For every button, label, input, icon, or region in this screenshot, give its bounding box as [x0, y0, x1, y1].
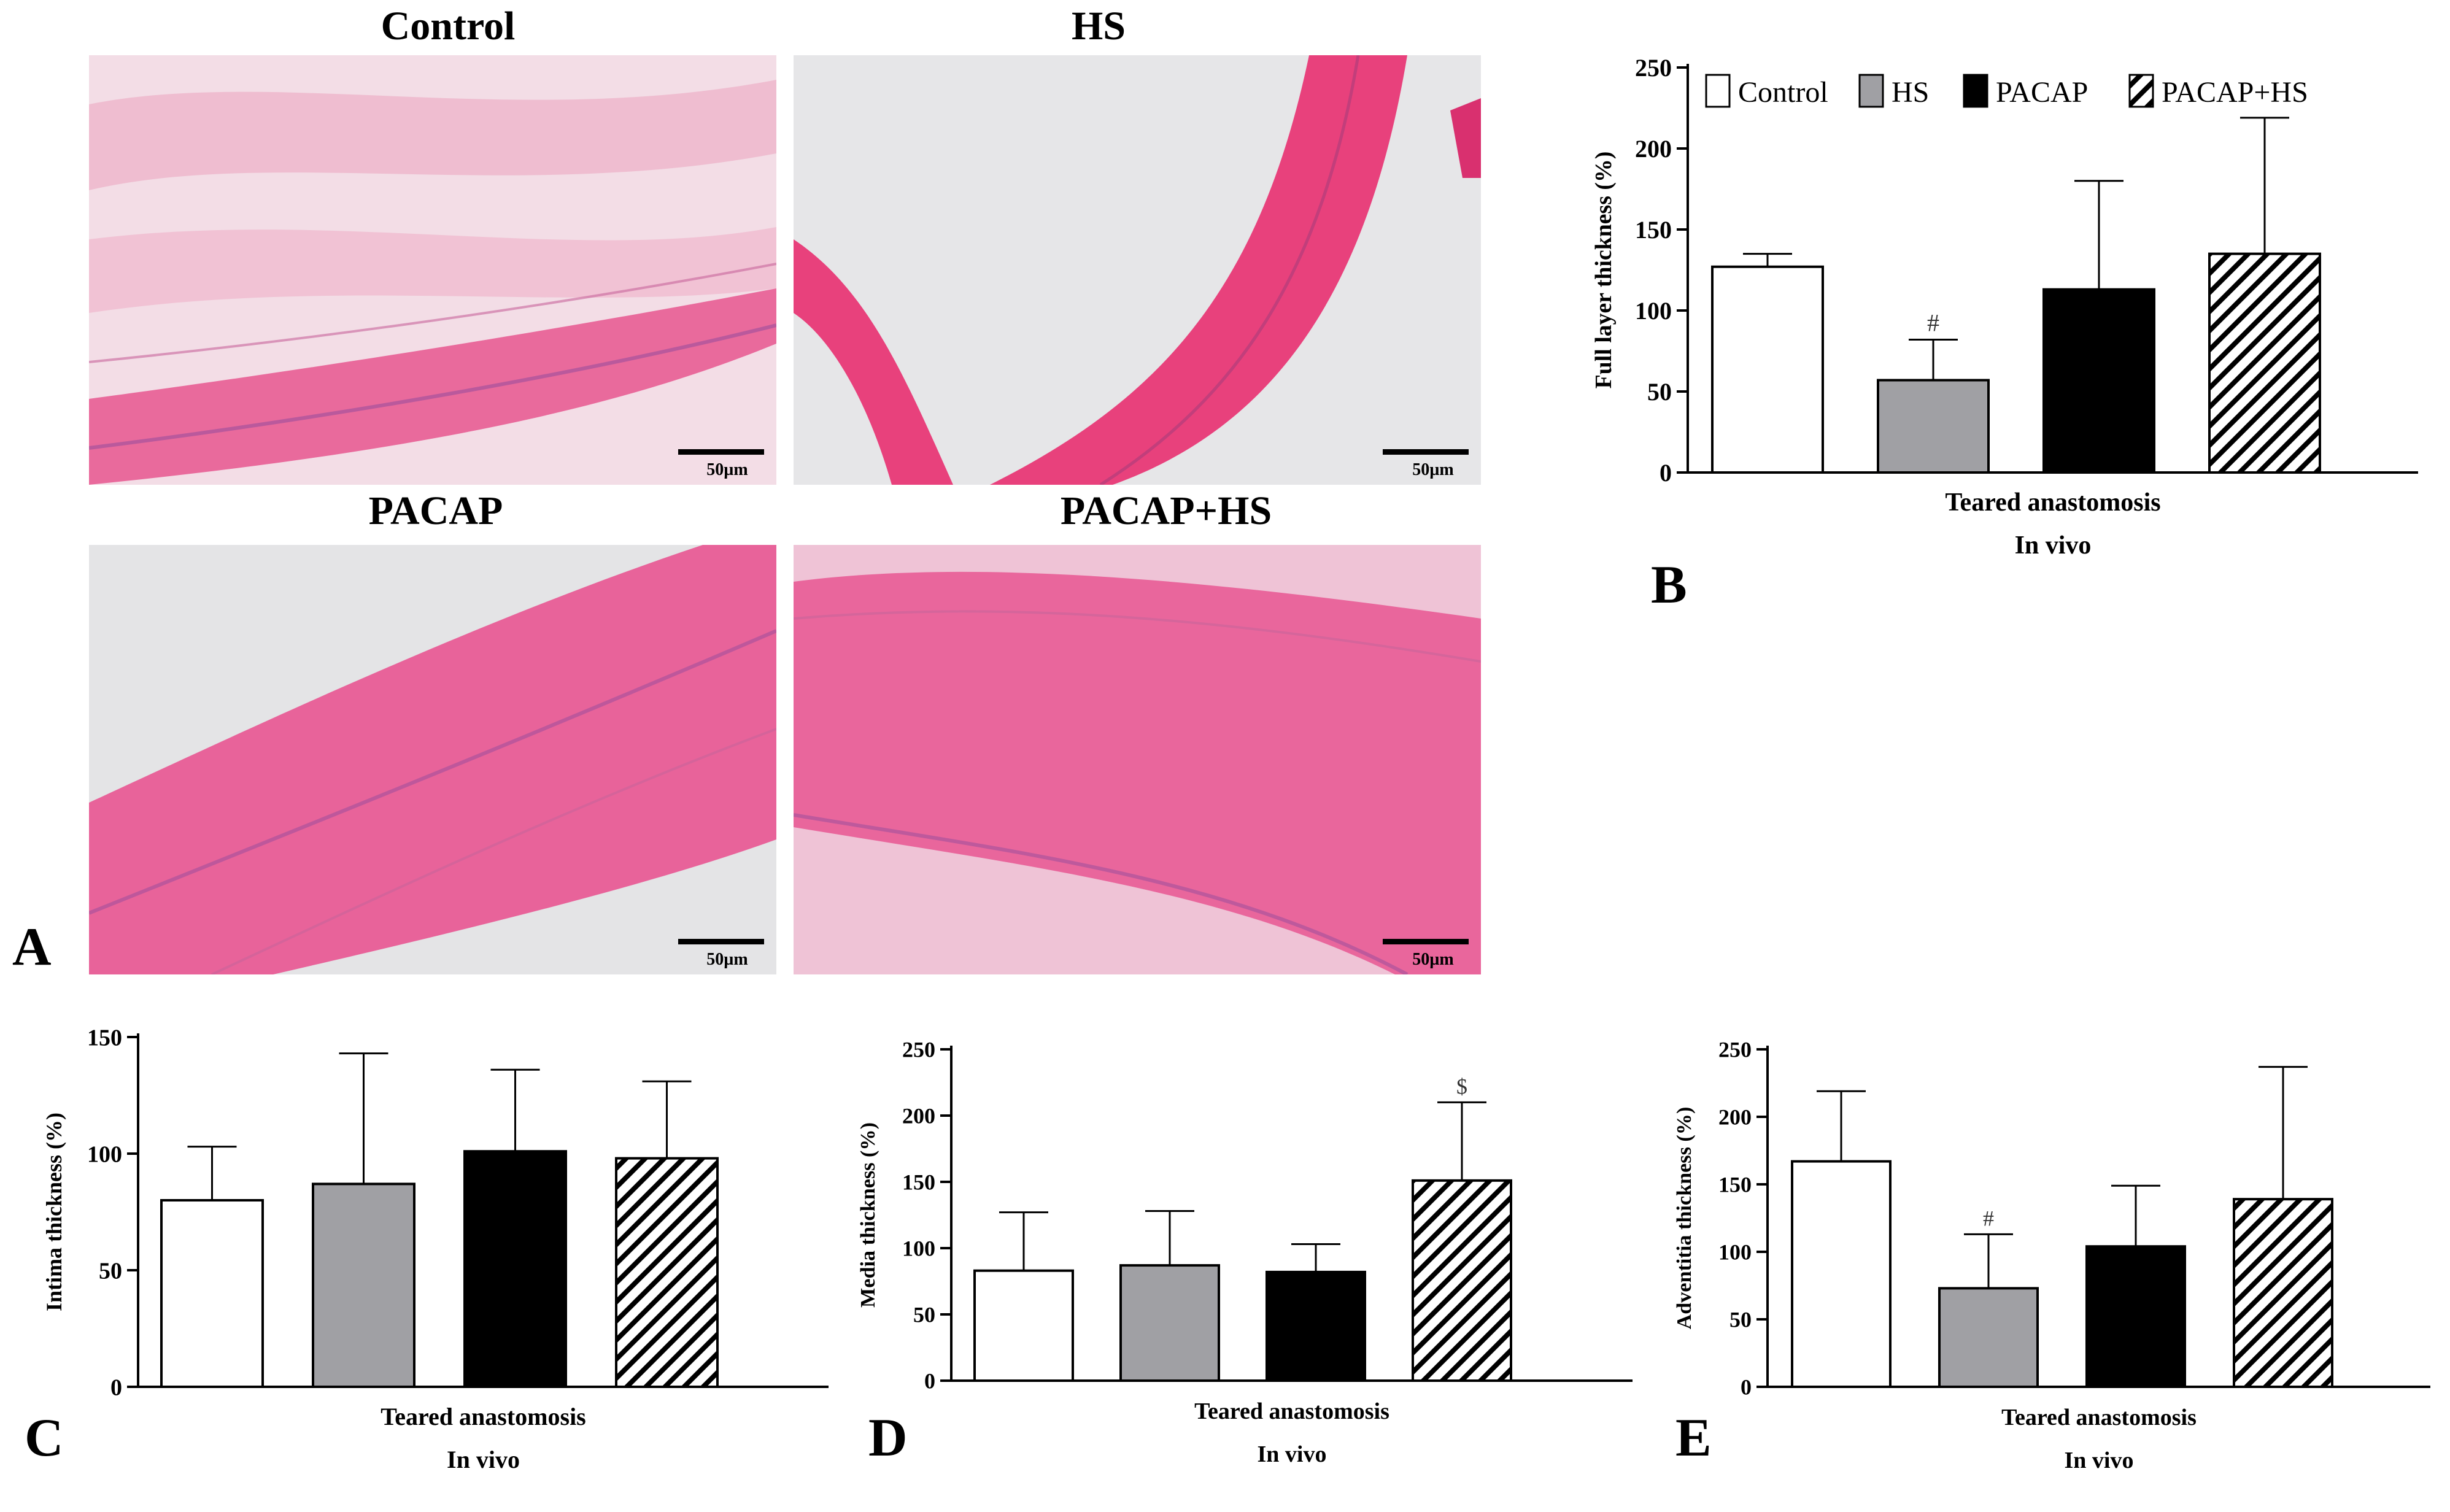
y-tick-label: 0: [110, 1375, 122, 1400]
y-axis-label: Intima thickness (%): [42, 1113, 66, 1311]
y-tick-label: 50: [913, 1303, 935, 1327]
scale-label-pacap: 50µm: [706, 950, 748, 969]
y-tick-label: 100: [902, 1236, 935, 1261]
bar-pacap: [463, 1150, 567, 1388]
y-tick-label: 150: [902, 1170, 935, 1195]
y-tick-label: 100: [1635, 297, 1672, 325]
legend-item-pacap-hs: PACAP+HS: [2128, 74, 2308, 109]
micrograph-title-hs: HS: [1071, 4, 1126, 48]
bar-pacap: [1266, 1270, 1366, 1382]
panel-label-d: D: [868, 1408, 908, 1468]
y-axis-label: Media thickness (%): [857, 1122, 879, 1308]
significance-mark: #: [1983, 1206, 1994, 1230]
panel-label-e: E: [1675, 1408, 1712, 1468]
micrograph-hs: [794, 55, 1481, 485]
chart-media-thickness: 0 50 100 150 200 250 Media thickness (%) $ Teare…: [857, 1038, 1633, 1467]
y-tick-label: 200: [1718, 1105, 1752, 1130]
micrograph-pacap: [89, 545, 776, 974]
micrograph-control: [89, 55, 776, 485]
bar-hs: [1119, 1264, 1220, 1382]
significance-mark: $: [1456, 1074, 1467, 1098]
significance-mark: #: [1927, 309, 1939, 337]
y-tick-label: 50: [1647, 378, 1672, 406]
bar-pacap-hs: [2208, 252, 2321, 474]
legend-item-pacap: PACAP: [1963, 74, 2088, 109]
y-axis-label: Full layer thickness (%): [1591, 152, 1617, 389]
legend-label: PACAP+HS: [2162, 76, 2308, 109]
scale-label-pacap-hs: 50µm: [1412, 950, 1454, 969]
bar-pacap: [2042, 288, 2155, 474]
bar-hs: [312, 1182, 415, 1388]
x-axis-label: In vivo: [1258, 1441, 1327, 1467]
scale-label-hs: 50µm: [1412, 460, 1454, 479]
y-tick-label: 100: [1718, 1240, 1752, 1265]
legend-label: HS: [1892, 76, 1929, 109]
y-tick-label: 250: [1635, 54, 1672, 82]
x-axis-label: Teared anastomosis: [381, 1403, 586, 1430]
x-axis-label: Teared anastomosis: [1945, 488, 2160, 517]
bar-control: [160, 1199, 264, 1388]
x-axis-label: In vivo: [2065, 1448, 2134, 1473]
x-axis-label: Teared anastomosis: [1194, 1398, 1389, 1424]
legend-item-control: Control: [1705, 74, 1828, 109]
y-tick-label: 250: [902, 1038, 935, 1062]
legend-label: PACAP: [1996, 76, 2088, 109]
micrograph-title-pacap-hs: PACAP+HS: [1060, 488, 1272, 533]
legend-item-hs: HS: [1858, 74, 1929, 109]
y-tick-label: 200: [1635, 135, 1672, 163]
y-tick-label: 50: [99, 1258, 122, 1284]
bar-pacap-hs: [1412, 1179, 1512, 1382]
panel-label-a: A: [12, 917, 52, 977]
y-tick-label: 150: [1718, 1173, 1752, 1197]
scale-label-control: 50µm: [706, 460, 748, 479]
bar-control: [1791, 1160, 1892, 1388]
bar-control: [1711, 265, 1824, 474]
y-tick-label: 200: [902, 1104, 935, 1128]
chart-full-layer-thickness: 0 50 100 150 200 250 Full layer thickness (%) #…: [1591, 54, 2418, 560]
y-tick-label: 150: [1635, 216, 1672, 244]
panel-label-b: B: [1651, 555, 1687, 615]
chart-adventitia-thickness: 0 50 100 150 200 250 Adventitia thickness (%) #…: [1673, 1038, 2430, 1473]
micrograph-title-pacap: PACAP: [368, 488, 503, 533]
bar-pacap: [2085, 1245, 2186, 1389]
y-tick-label: 150: [87, 1025, 122, 1051]
y-tick-label: 0: [924, 1369, 935, 1394]
bar-pacap-hs: [615, 1157, 719, 1388]
y-tick-label: 100: [87, 1141, 122, 1167]
x-axis-label: In vivo: [2015, 531, 2092, 560]
x-axis-label: Teared anastomosis: [2001, 1405, 2197, 1430]
x-axis-label: In vivo: [447, 1446, 520, 1473]
y-tick-label: 0: [1741, 1375, 1752, 1400]
chart-intima-thickness: 0 50 100 150 Intima thickness (%) Teared anas…: [42, 1025, 829, 1473]
bar-control: [973, 1269, 1074, 1382]
y-tick-label: 0: [1660, 459, 1672, 487]
legend-label: Control: [1738, 76, 1828, 109]
bar-hs: [1877, 379, 1990, 474]
y-tick-label: 250: [1718, 1038, 1752, 1062]
micrograph-pacap-hs: [794, 545, 1481, 974]
y-tick-label: 50: [1729, 1308, 1752, 1332]
bar-pacap-hs: [2233, 1198, 2333, 1388]
bar-hs: [1938, 1287, 2039, 1388]
y-axis-label: Adventitia thickness (%): [1673, 1107, 1696, 1330]
micrograph-title-control: Control: [381, 4, 516, 48]
micrograph-control-scalebar: [678, 449, 764, 455]
panel-label-c: C: [25, 1408, 64, 1468]
